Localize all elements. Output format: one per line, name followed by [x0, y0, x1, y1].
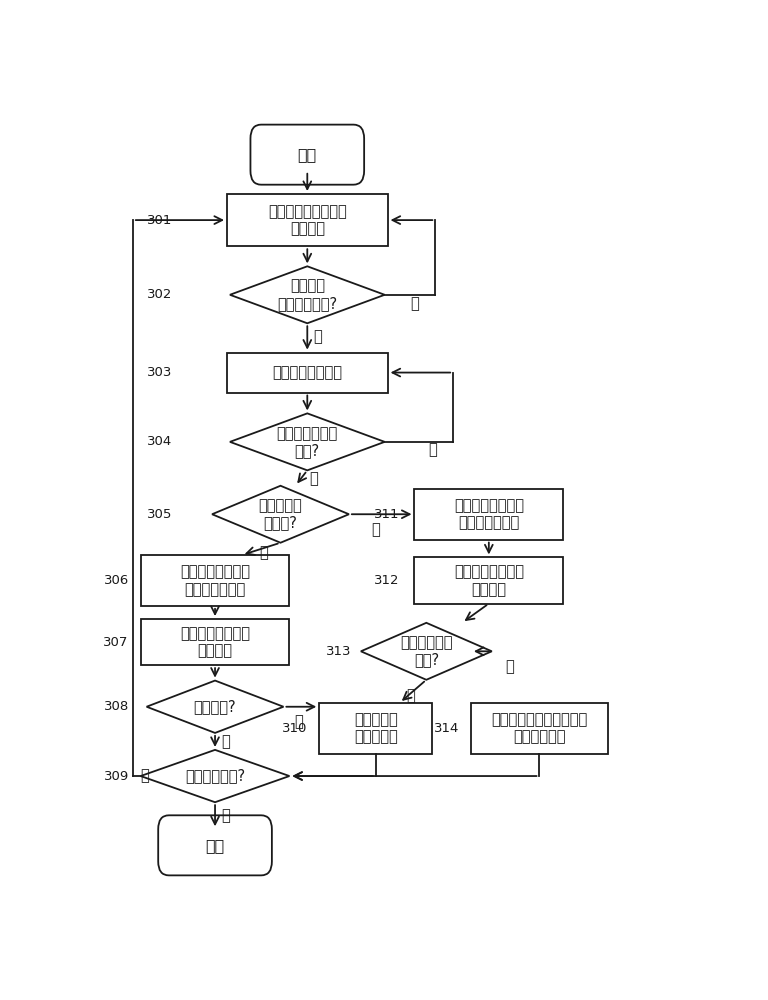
Text: 要求上传接收数据: 要求上传接收数据	[273, 365, 343, 380]
Text: 是: 是	[221, 809, 230, 824]
Text: 309: 309	[104, 770, 129, 783]
Bar	[141, 619, 290, 665]
Bar	[227, 194, 388, 246]
Text: 是: 是	[505, 659, 514, 674]
Bar	[415, 557, 563, 604]
Text: 接收数据
是否已准备好?: 接收数据 是否已准备好?	[277, 279, 337, 311]
Text: 303: 303	[147, 366, 172, 379]
Text: 由接收缓冲器上传
接收数据至主机: 由接收缓冲器上传 接收数据至主机	[180, 564, 250, 597]
Polygon shape	[147, 681, 283, 733]
Text: 是: 是	[294, 714, 303, 729]
Text: 301: 301	[147, 214, 172, 227]
Text: 设定来源为
传送缓冲器: 设定来源为 传送缓冲器	[354, 712, 398, 744]
Polygon shape	[141, 750, 290, 802]
Polygon shape	[361, 623, 492, 680]
Text: 接收数据结束?: 接收数据结束?	[185, 769, 245, 784]
Text: 递增传送缓冲器的
读取指针: 递增传送缓冲器的 读取指针	[454, 564, 524, 597]
Polygon shape	[230, 266, 385, 323]
Text: 否: 否	[407, 688, 415, 703]
Text: 否: 否	[428, 442, 437, 457]
Text: 递增接收缓冲器的
读取指针: 递增接收缓冲器的 读取指针	[180, 626, 250, 658]
Text: 否: 否	[221, 734, 230, 749]
Text: 305: 305	[147, 508, 172, 521]
Text: 310: 310	[282, 722, 307, 735]
Text: 由传送缓冲器上传
接收数据至主机: 由传送缓冲器上传 接收数据至主机	[454, 498, 524, 530]
Text: 312: 312	[374, 574, 399, 587]
Text: 311: 311	[374, 508, 399, 521]
Text: 否: 否	[141, 769, 150, 784]
Text: 302: 302	[147, 288, 172, 301]
FancyBboxPatch shape	[158, 815, 272, 875]
Bar	[141, 555, 290, 606]
Text: 确认可上传接收
数据?: 确认可上传接收 数据?	[276, 426, 338, 458]
Text: 313: 313	[326, 645, 352, 658]
Text: 是: 是	[372, 522, 380, 537]
Text: 结束: 结束	[205, 838, 225, 853]
Bar	[415, 489, 563, 540]
Bar	[227, 353, 388, 393]
Text: 314: 314	[434, 722, 459, 735]
Text: 否: 否	[260, 545, 269, 560]
Text: 开始: 开始	[298, 147, 317, 162]
Text: 遇到断点?: 遇到断点?	[194, 699, 237, 714]
Bar	[471, 703, 608, 754]
Bar	[319, 703, 432, 754]
Text: 将来源改为接收缓冲器，
并使断点失效: 将来源改为接收缓冲器， 并使断点失效	[492, 712, 588, 744]
Polygon shape	[212, 486, 349, 543]
Text: 否: 否	[410, 296, 419, 311]
Text: 306: 306	[104, 574, 129, 587]
Text: 是: 是	[313, 330, 322, 345]
Text: 传送缓冲器是
空的?: 传送缓冲器是 空的?	[400, 635, 452, 668]
Text: 304: 304	[147, 435, 172, 448]
Text: 是: 是	[309, 471, 318, 486]
Text: 来源为传送
缓冲器?: 来源为传送 缓冲器?	[259, 498, 303, 530]
FancyBboxPatch shape	[250, 125, 364, 185]
Text: 轮询接收缓冲器中的
接收数据: 轮询接收缓冲器中的 接收数据	[268, 204, 346, 236]
Text: 307: 307	[104, 636, 129, 649]
Text: 308: 308	[104, 700, 129, 713]
Polygon shape	[230, 413, 385, 470]
